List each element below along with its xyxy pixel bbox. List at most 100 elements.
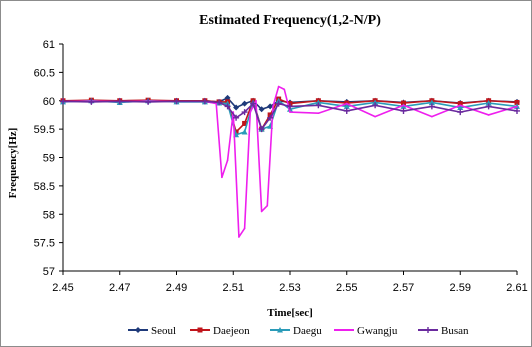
data-point-busan [241,109,248,116]
legend-marker-daejeon [197,327,203,333]
legend-label-busan: Busan [441,325,469,337]
data-point-gwangju [289,111,291,113]
data-point-seoul [258,106,265,113]
data-point-busan [224,103,231,110]
data-point-gwangju [226,159,229,162]
data-point-gwangju [215,102,218,105]
series-group [60,85,520,238]
data-point-busan [233,114,240,121]
data-point-busan [250,100,257,107]
chart-title: Estimated Frequency(1,2-N/P) [199,13,381,28]
data-point-daejeon [401,100,406,106]
data-point-busan [343,107,350,114]
data-point-gwangju [266,204,269,207]
data-point-daegu [457,104,464,111]
data-point-gwangju [374,115,376,118]
y-axis-label: Frequency[Hz] [7,128,19,199]
y-tick-label: 60.5 [34,67,55,79]
data-point-gwangju [272,105,274,108]
data-point-gwangju [283,88,286,91]
data-point-daejeon [514,99,520,105]
data-point-gwangju [255,99,257,102]
legend-label-seoul: Seoul [151,325,176,337]
y-tick-label: 57.5 [34,238,55,250]
data-point-busan [216,99,223,106]
data-point-daegu [224,100,231,107]
x-axis-label: Time[sec] [267,307,313,319]
data-point-daegu [241,128,248,135]
data-point-busan [267,114,274,121]
data-point-daegu [372,99,379,105]
data-point-busan [372,102,379,109]
data-point-daegu [315,99,322,105]
data-point-daejeon [457,101,463,107]
data-point-gwangju [277,85,280,88]
y-tick-label: 59 [43,153,55,165]
data-point-busan [275,100,282,107]
data-point-gwangju [459,104,462,107]
data-point-busan [60,98,66,105]
data-point-daegu [428,99,435,105]
y-tick-label: 60 [43,96,55,108]
data-point-gwangju [516,105,518,108]
data-point-busan [457,109,464,116]
x-axis-ticks: 2.45 2.47 2.49 2.51 2.53 2.55 2.57 2.59 2.61 [52,271,528,294]
data-point-busan [514,107,520,114]
y-tick-label: 61 [43,39,55,51]
data-point-daegu [400,103,407,109]
legend-marker-busan [425,327,431,333]
series-busan [60,98,520,133]
x-tick-label: 2.57 [393,282,414,294]
data-point-gwangju [249,111,252,113]
y-axis-ticks: 57 57.5 58 58.5 59 59.5 60 60.5 61 [34,39,63,278]
legend: Seoul Daejeon Daegu Gwangju Busan [128,325,469,337]
data-point-busan [145,98,152,105]
data-point-gwangju [487,114,490,116]
legend-label-gwangju: Gwangju [357,325,398,337]
data-point-daegu [485,100,492,106]
data-point-gwangju [260,210,263,213]
y-tick-label: 57 [43,266,55,278]
data-point-busan [400,107,407,114]
y-tick-label: 58.5 [34,181,55,193]
data-point-gwangju [317,112,320,115]
data-point-gwangju [221,176,223,179]
x-tick-label: 2.59 [450,282,471,294]
data-point-busan [88,98,95,105]
x-tick-label: 2.49 [166,282,187,294]
data-point-gwangju [243,227,246,230]
data-point-gwangju [402,104,405,107]
data-point-gwangju [238,236,240,238]
legend-label-daegu: Daegu [293,325,322,337]
data-point-busan [173,98,180,105]
x-tick-label: 2.61 [506,282,527,294]
data-point-daegu [275,97,282,104]
legend-label-daejeon: Daejeon [213,325,250,337]
data-point-busan [428,103,435,110]
y-tick-label: 58 [43,209,55,221]
x-tick-label: 2.45 [52,282,73,294]
data-point-daegu [343,103,350,109]
data-point-daejeon [242,120,248,126]
data-point-gwangju [431,115,433,118]
data-point-seoul [267,103,274,110]
data-point-busan [287,103,293,110]
x-tick-label: 2.51 [223,282,244,294]
data-point-seoul [241,100,248,107]
legend-marker-seoul [135,327,141,333]
data-point-busan [116,98,123,105]
data-point-busan [201,98,208,105]
data-point-seoul [233,104,240,111]
y-tick-label: 59.5 [34,124,55,136]
data-point-gwangju [345,102,348,105]
data-point-busan [258,126,265,133]
legend-marker-daegu [277,327,283,333]
data-point-busan [315,102,322,109]
x-tick-label: 2.55 [336,282,357,294]
x-tick-label: 2.47 [109,282,130,294]
data-point-busan [485,103,492,110]
x-tick-label: 2.53 [279,282,300,294]
